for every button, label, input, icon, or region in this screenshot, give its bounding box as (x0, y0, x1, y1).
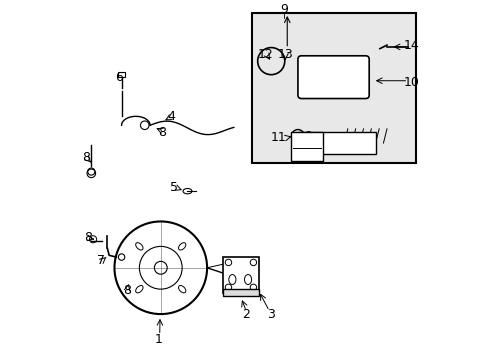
Text: 13: 13 (277, 48, 293, 60)
Text: 1: 1 (155, 333, 163, 346)
Text: 8: 8 (122, 284, 131, 297)
Text: 8: 8 (82, 151, 90, 164)
Text: 7: 7 (97, 254, 105, 267)
Text: 3: 3 (267, 307, 275, 320)
Bar (223, 289, 258, 296)
Text: 10: 10 (403, 76, 419, 89)
Text: 2: 2 (242, 307, 250, 320)
Text: 12: 12 (258, 48, 273, 60)
Bar (290, 132, 322, 161)
Bar (297, 132, 376, 154)
Text: 4: 4 (167, 110, 175, 123)
Bar (223, 257, 258, 293)
Bar (118, 72, 125, 77)
Text: 8: 8 (158, 126, 166, 139)
Bar (251, 13, 415, 163)
Text: 8: 8 (83, 231, 92, 244)
Text: 11: 11 (270, 131, 285, 144)
Text: 6: 6 (115, 71, 123, 84)
Text: 9: 9 (279, 3, 287, 16)
FancyBboxPatch shape (297, 56, 368, 99)
Text: 14: 14 (403, 39, 419, 51)
Text: 5: 5 (170, 181, 178, 194)
